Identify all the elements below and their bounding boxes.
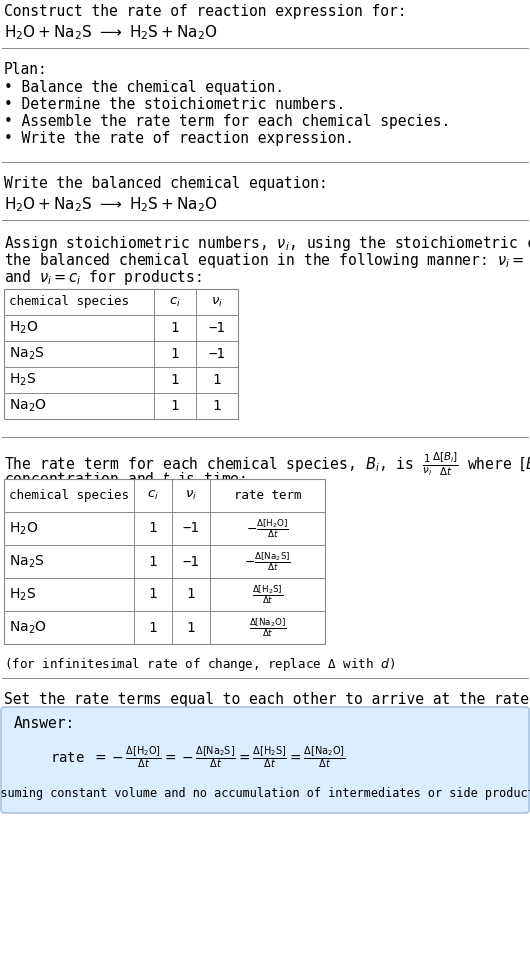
Text: 1: 1 bbox=[171, 399, 179, 413]
Text: $\mathrm{Na_2S}$: $\mathrm{Na_2S}$ bbox=[9, 554, 45, 569]
Text: $\nu_i$: $\nu_i$ bbox=[185, 489, 197, 502]
Text: −1: −1 bbox=[209, 321, 225, 335]
Text: 1: 1 bbox=[187, 620, 195, 634]
Text: Construct the rate of reaction expression for:: Construct the rate of reaction expressio… bbox=[4, 4, 407, 19]
Text: • Balance the chemical equation.: • Balance the chemical equation. bbox=[4, 80, 284, 95]
Text: • Assemble the rate term for each chemical species.: • Assemble the rate term for each chemic… bbox=[4, 114, 450, 129]
Text: $\nu_i$: $\nu_i$ bbox=[211, 295, 223, 309]
Text: $\mathrm{Na_2O}$: $\mathrm{Na_2O}$ bbox=[9, 619, 47, 636]
Text: 1: 1 bbox=[213, 373, 221, 387]
Text: 1: 1 bbox=[171, 321, 179, 335]
Text: $c_i$: $c_i$ bbox=[169, 295, 181, 309]
Text: −1: −1 bbox=[183, 555, 199, 568]
Text: The rate term for each chemical species, $B_i$, is $\frac{1}{\nu_i}\frac{\Delta[: The rate term for each chemical species,… bbox=[4, 451, 530, 478]
Text: $\mathrm{H_2O}$: $\mathrm{H_2O}$ bbox=[9, 319, 38, 336]
Text: 1: 1 bbox=[187, 587, 195, 602]
Text: rate $= -\frac{\Delta[\mathrm{H_2O}]}{\Delta t} = -\frac{\Delta[\mathrm{Na_2S}]}: rate $= -\frac{\Delta[\mathrm{H_2O}]}{\D… bbox=[50, 744, 346, 769]
Text: $\mathrm{H_2O}$: $\mathrm{H_2O}$ bbox=[9, 520, 38, 537]
Text: −1: −1 bbox=[183, 521, 199, 535]
Text: concentration and $t$ is time:: concentration and $t$ is time: bbox=[4, 471, 246, 487]
Text: $-\frac{\Delta[\mathrm{Na_2S}]}{\Delta t}$: $-\frac{\Delta[\mathrm{Na_2S}]}{\Delta t… bbox=[244, 550, 291, 573]
Text: $\mathrm{H_2S}$: $\mathrm{H_2S}$ bbox=[9, 371, 36, 388]
Text: and $\nu_i = c_i$ for products:: and $\nu_i = c_i$ for products: bbox=[4, 268, 202, 287]
Bar bbox=[4, 289, 238, 419]
Text: Plan:: Plan: bbox=[4, 62, 48, 77]
Text: $\frac{\Delta[\mathrm{H_2S}]}{\Delta t}$: $\frac{\Delta[\mathrm{H_2S}]}{\Delta t}$ bbox=[252, 583, 283, 606]
Text: (assuming constant volume and no accumulation of intermediates or side products): (assuming constant volume and no accumul… bbox=[0, 787, 530, 800]
Text: rate term: rate term bbox=[234, 489, 301, 502]
Text: $\mathrm{H_2S}$: $\mathrm{H_2S}$ bbox=[9, 586, 36, 603]
Text: $\mathrm{Na_2O}$: $\mathrm{Na_2O}$ bbox=[9, 398, 47, 415]
Text: the balanced chemical equation in the following manner: $\nu_i = -c_i$ for react: the balanced chemical equation in the fo… bbox=[4, 251, 530, 270]
Text: 1: 1 bbox=[213, 399, 221, 413]
Text: $\mathrm{Na_2S}$: $\mathrm{Na_2S}$ bbox=[9, 346, 45, 363]
Text: 1: 1 bbox=[149, 620, 157, 634]
Text: • Determine the stoichiometric numbers.: • Determine the stoichiometric numbers. bbox=[4, 97, 345, 112]
Text: $\mathrm{H_2O + Na_2S \ {\longrightarrow}\ H_2S + Na_2O}$: $\mathrm{H_2O + Na_2S \ {\longrightarrow… bbox=[4, 195, 218, 214]
Text: 1: 1 bbox=[149, 521, 157, 535]
Bar bbox=[4, 479, 325, 644]
Text: 1: 1 bbox=[171, 347, 179, 361]
Text: −1: −1 bbox=[209, 347, 225, 361]
Text: 1: 1 bbox=[149, 587, 157, 602]
Text: chemical species: chemical species bbox=[9, 296, 129, 309]
Text: 1: 1 bbox=[149, 555, 157, 568]
Text: chemical species: chemical species bbox=[9, 489, 129, 502]
Text: Write the balanced chemical equation:: Write the balanced chemical equation: bbox=[4, 176, 328, 191]
Text: $-\frac{\Delta[\mathrm{H_2O}]}{\Delta t}$: $-\frac{\Delta[\mathrm{H_2O}]}{\Delta t}… bbox=[246, 517, 289, 540]
Text: $\frac{\Delta[\mathrm{Na_2O}]}{\Delta t}$: $\frac{\Delta[\mathrm{Na_2O}]}{\Delta t}… bbox=[249, 616, 286, 639]
Text: 1: 1 bbox=[171, 373, 179, 387]
Text: Answer:: Answer: bbox=[14, 716, 75, 731]
Text: • Write the rate of reaction expression.: • Write the rate of reaction expression. bbox=[4, 131, 354, 146]
Text: Set the rate terms equal to each other to arrive at the rate expression:: Set the rate terms equal to each other t… bbox=[4, 692, 530, 707]
Text: Assign stoichiometric numbers, $\nu_i$, using the stoichiometric coefficients, $: Assign stoichiometric numbers, $\nu_i$, … bbox=[4, 234, 530, 253]
Text: $c_i$: $c_i$ bbox=[147, 489, 159, 502]
Text: $\mathrm{H_2O + Na_2S \ {\longrightarrow}\ H_2S + Na_2O}$: $\mathrm{H_2O + Na_2S \ {\longrightarrow… bbox=[4, 23, 218, 42]
FancyBboxPatch shape bbox=[1, 707, 529, 813]
Text: (for infinitesimal rate of change, replace Δ with $d$): (for infinitesimal rate of change, repla… bbox=[4, 656, 395, 673]
